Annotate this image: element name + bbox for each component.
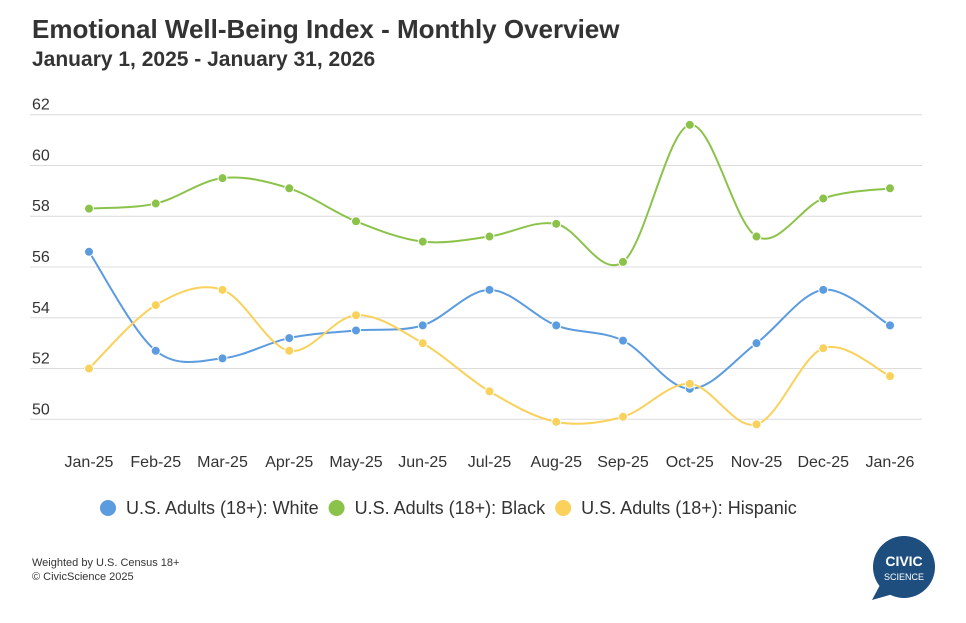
data-point bbox=[751, 338, 762, 349]
legend-marker bbox=[555, 500, 572, 516]
data-point bbox=[417, 320, 428, 331]
data-point bbox=[351, 325, 361, 336]
legend-label: U.S. Adults (18+): White bbox=[126, 498, 319, 518]
data-point bbox=[618, 256, 628, 267]
data-point bbox=[217, 353, 228, 364]
x-tick-label: Dec-25 bbox=[797, 454, 849, 471]
data-point bbox=[818, 343, 829, 354]
data-point bbox=[885, 320, 895, 331]
x-tick-label: Aug-25 bbox=[530, 454, 582, 471]
logo-badge bbox=[873, 536, 935, 598]
data-point bbox=[551, 416, 562, 427]
data-point bbox=[618, 335, 628, 346]
data-point bbox=[150, 345, 161, 356]
data-point bbox=[284, 333, 295, 344]
legend-label: U.S. Adults (18+): Hispanic bbox=[581, 498, 797, 518]
x-tick-label: Apr-25 bbox=[265, 454, 313, 471]
data-point bbox=[551, 320, 562, 331]
data-point bbox=[818, 193, 829, 204]
legend-label: U.S. Adults (18+): Black bbox=[355, 498, 547, 518]
data-point bbox=[484, 284, 495, 295]
data-point bbox=[284, 183, 295, 194]
x-tick-label: Jan-26 bbox=[866, 454, 915, 471]
y-tick-label: 56 bbox=[32, 249, 50, 266]
data-point bbox=[351, 216, 361, 227]
series-line bbox=[88, 123, 891, 266]
logo-text: SCIENCE bbox=[884, 572, 924, 582]
y-tick-label: 58 bbox=[32, 198, 50, 215]
legend-marker bbox=[328, 500, 345, 516]
data-point bbox=[417, 236, 428, 247]
x-tick-label: Sep-25 bbox=[597, 454, 649, 471]
chart-title: Emotional Well-Being Index - Monthly Ove… bbox=[32, 14, 620, 44]
data-point bbox=[551, 218, 562, 229]
x-tick-label: Mar-25 bbox=[197, 454, 248, 471]
data-point bbox=[351, 310, 361, 321]
data-point bbox=[618, 411, 628, 422]
x-tick-label: Nov-25 bbox=[731, 454, 783, 471]
y-tick-label: 50 bbox=[32, 401, 50, 418]
data-point bbox=[84, 246, 94, 257]
x-tick-label: Jul-25 bbox=[468, 454, 512, 471]
data-point bbox=[818, 284, 829, 295]
note: © CivicScience 2025 bbox=[32, 571, 134, 583]
data-point bbox=[751, 231, 762, 242]
legend-marker bbox=[100, 500, 116, 516]
x-tick-label: May-25 bbox=[329, 454, 382, 471]
y-tick-label: 54 bbox=[32, 300, 50, 317]
x-tick-label: Jun-25 bbox=[398, 454, 447, 471]
y-tick-label: 52 bbox=[32, 351, 50, 368]
logo-text: CIVIC bbox=[885, 553, 922, 569]
data-point bbox=[150, 300, 161, 311]
data-point bbox=[84, 203, 94, 214]
logo-tail bbox=[872, 585, 893, 600]
x-tick-label: Jan-25 bbox=[65, 454, 114, 471]
data-point bbox=[217, 173, 228, 184]
y-tick-label: 62 bbox=[32, 97, 50, 114]
data-point bbox=[885, 371, 895, 382]
data-point bbox=[217, 284, 228, 295]
x-tick-label: Feb-25 bbox=[130, 454, 181, 471]
x-tick-label: Oct-25 bbox=[666, 454, 714, 471]
data-point bbox=[284, 345, 295, 356]
logo: CIVIC SCIENCE bbox=[872, 536, 935, 600]
data-point bbox=[484, 231, 495, 242]
y-tick-label: 60 bbox=[32, 147, 50, 164]
note: Weighted by U.S. Census 18+ bbox=[32, 557, 179, 569]
data-point bbox=[417, 338, 428, 349]
chart-subtitle: January 1, 2025 - January 31, 2026 bbox=[32, 48, 375, 71]
data-point bbox=[684, 378, 695, 389]
data-point bbox=[84, 363, 94, 374]
data-point bbox=[751, 419, 762, 430]
series-line bbox=[88, 286, 891, 426]
data-point bbox=[684, 119, 695, 130]
data-point bbox=[150, 198, 161, 209]
data-point bbox=[484, 386, 495, 397]
data-point bbox=[885, 183, 895, 194]
